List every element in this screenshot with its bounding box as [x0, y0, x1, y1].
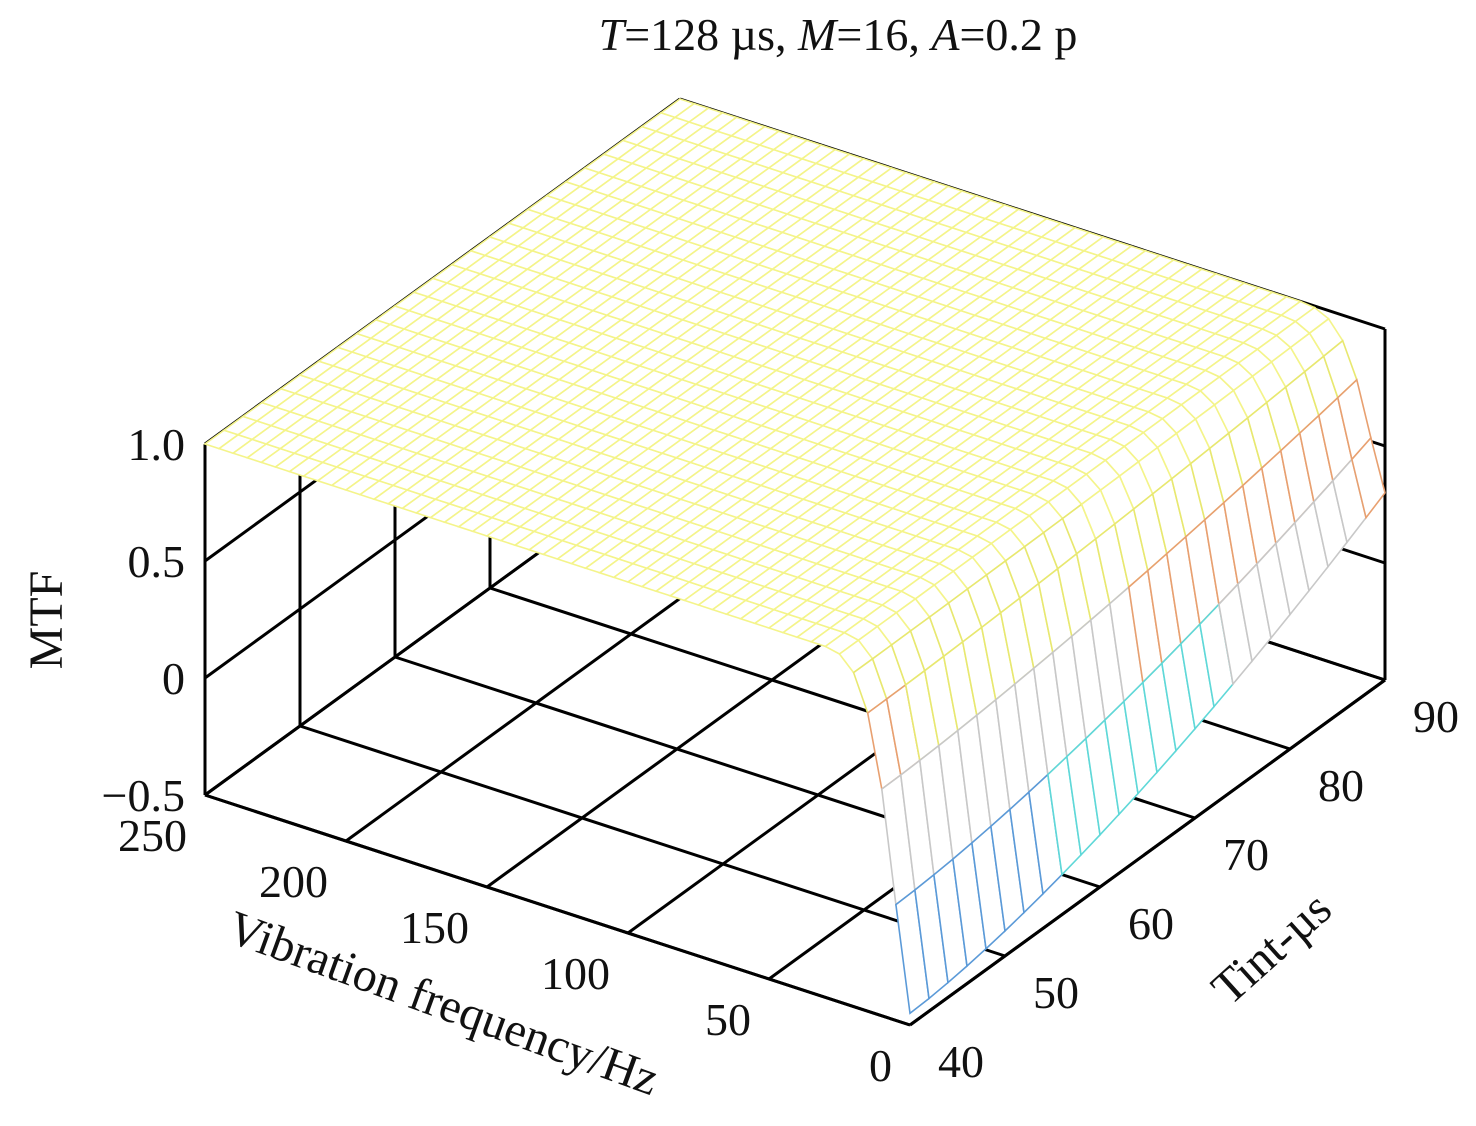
y-axis-line	[909, 678, 1386, 1027]
y-tick-label: 50	[1033, 967, 1079, 1018]
x-tick-label: 150	[400, 902, 469, 953]
x-tick-label: 0	[869, 1040, 892, 1091]
y-tick-label: 40	[938, 1036, 984, 1087]
y-tick-label: 70	[1223, 829, 1269, 880]
mtf-surface	[203, 98, 1386, 1015]
x-axis-line	[204, 793, 911, 1027]
title-M-symbol: M	[798, 9, 837, 60]
z-tick-label: 0.5	[128, 536, 186, 587]
x-tick-label: 100	[541, 948, 610, 999]
chart-title: T=128 µs, M=16, A=0.2 p	[0, 8, 1476, 61]
title-T-value: =128 µs,	[624, 9, 799, 60]
z-tick-label: 0	[162, 653, 185, 704]
y-tick-label: 60	[1128, 898, 1174, 949]
surface-patch	[1351, 436, 1386, 520]
x-tick-label: 50	[705, 994, 751, 1045]
y-tick-label: 90	[1413, 691, 1459, 742]
title-T-symbol: T	[598, 9, 625, 60]
x-tick-label: 200	[259, 856, 328, 907]
title-A-symbol: A	[931, 9, 960, 60]
front-box-edges	[204, 678, 1386, 1027]
y-tick-label: 80	[1318, 760, 1364, 811]
title-A-value: =0.2 p	[959, 9, 1078, 60]
z-axis-label: MTF	[20, 571, 73, 670]
y-axis-label: Tint-µs	[1202, 882, 1342, 1015]
title-M-value: =16,	[836, 9, 932, 60]
floor-gridline-tint	[299, 724, 1006, 958]
x-tick-label: 250	[118, 810, 187, 861]
z-tick-label: 1.0	[128, 419, 186, 470]
z-tick-label: −0.5	[102, 770, 185, 821]
